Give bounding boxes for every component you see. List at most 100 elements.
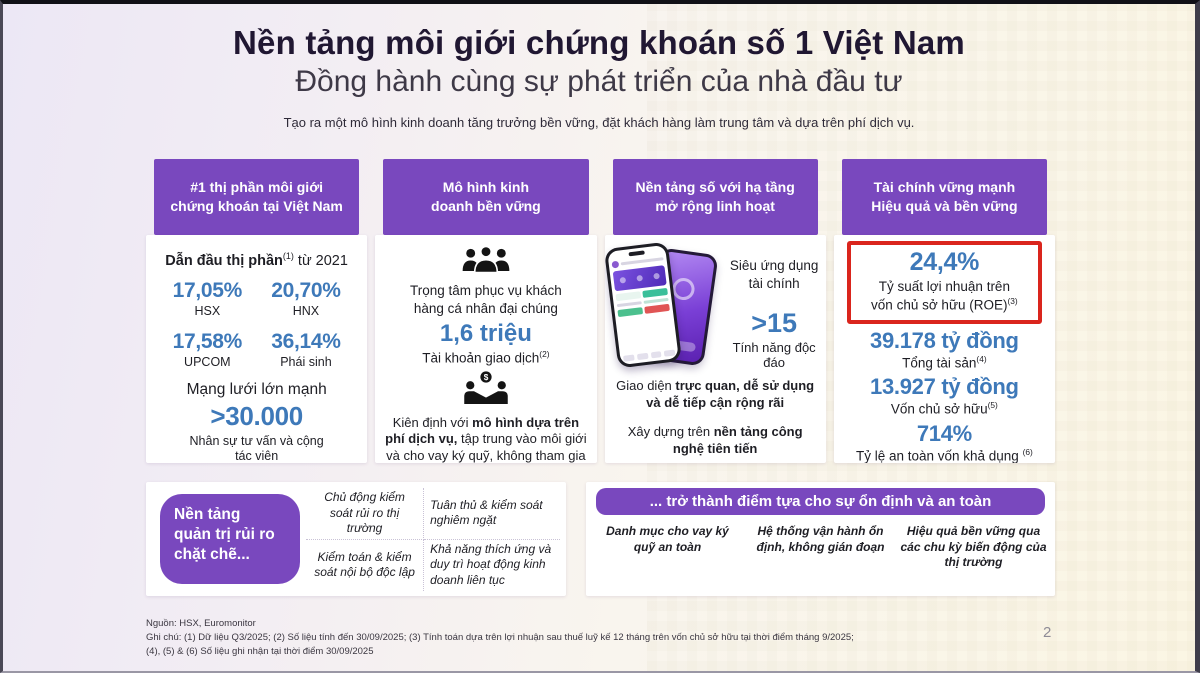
stat-label-text: Tỷ lệ an toàn vốn khả dụng <box>855 448 1023 463</box>
stat-value: 13.927 tỷ đồng <box>870 374 1019 400</box>
tech-paragraph: Xây dựng trên nền tảng công nghệ tiên ti… <box>605 424 826 458</box>
stat-value: 36,14% <box>271 329 341 353</box>
para-prefix: Kiên định với <box>392 414 473 430</box>
risk-management-card: Nền tảng quản trị rủi ro chặt chẽ... Chủ… <box>146 482 566 596</box>
column-header: Tài chính vững mạnh Hiệu quả và bền vững <box>841 159 1047 235</box>
stat-label: HNX <box>292 303 320 318</box>
stat-value: 20,70% <box>271 278 341 302</box>
roe-label: Tỷ suất lợi nhuận trên vốn chủ sở hữu (RO… <box>853 278 1036 314</box>
footnote-marker: (1) <box>282 251 294 261</box>
footnote-marker: (3) <box>1007 295 1018 306</box>
ui-paragraph: Giao diện trực quan, dễ sử dụng và dễ ti… <box>605 378 826 412</box>
footnote-marker: (6) <box>1022 446 1033 457</box>
accounts-label: Tài khoản giao dịch(2) <box>375 349 596 366</box>
stat-label: Vốn chủ sở hữu(5) <box>834 400 1055 417</box>
handshake-dollar-icon: $ <box>375 370 596 409</box>
features-label: Tính năng độc đáo <box>732 340 816 371</box>
stat-label: Tỷ lệ an toàn vốn khả dụng (6) <box>834 447 1055 463</box>
column-business-model: Mô hình kinh doanh bền vững T <box>375 159 597 463</box>
footnote-marker: (5) <box>987 400 998 411</box>
phone-front-screen <box>606 244 679 366</box>
text-placeholder <box>620 257 664 266</box>
stat-label: Tổng tài sản(4) <box>834 354 1055 371</box>
roe-label-line1: Tỷ suất lợi nhuận trên <box>878 279 1010 294</box>
column-financials: Tài chính vững mạnh Hiệu quả và bền vững… <box>833 159 1055 463</box>
lead-bold: Dẫn đầu thị phần <box>165 252 283 269</box>
stat-hnx: 20,70% HNX <box>257 279 356 318</box>
note-line-2: (4), (5) & (6) Số liệu ghi nhận tại thời… <box>146 645 374 657</box>
stat-label-text: Tổng tài sản <box>902 355 977 371</box>
app-showcase: Siêu ứng dụng tài chính >15 Tính năng độ… <box>604 241 826 373</box>
column-digital-platform: Nền tảng số với hạ tầng mở rộng linh hoạ… <box>604 159 826 463</box>
risk-item: Khả năng thích ứng và duy trì hoạt động … <box>430 541 552 587</box>
footnote-marker: (4) <box>976 353 987 364</box>
roe-label-line2: vốn chủ sở hữu (ROE) <box>871 297 1008 313</box>
super-app-caption: Siêu ứng dụng tài chính <box>729 258 819 291</box>
stat-equity: 13.927 tỷ đồng Vốn chủ sở hữu(5) <box>834 374 1055 417</box>
source-note: Nguồn: HSX, Euromonitor <box>146 618 256 629</box>
stability-item: Hiệu quả bền vững qua các chu kỳ biến độ… <box>900 524 1047 570</box>
stat-label-text: Vốn chủ sở hữu <box>890 401 988 417</box>
column-body: Dẫn đầu thị phần(1) từ 2021 17,05% HSX 2… <box>146 235 368 463</box>
stat-hsx: 17,05% HSX <box>158 279 257 318</box>
network-value: >30.000 <box>210 400 303 431</box>
stability-banner: ... trở thành điểm tựa cho sự ổn định và… <box>596 488 1045 515</box>
features-value: >15 <box>751 308 798 339</box>
people-group-icon <box>375 245 596 280</box>
app-stats: Siêu ứng dụng tài chính >15 Tính năng độ… <box>729 243 826 373</box>
risk-title-box: Nền tảng quản trị rủi ro chặt chẽ... <box>160 494 300 584</box>
svg-text:$: $ <box>484 373 489 382</box>
network-label: Nhân sự tư vấn và cộng tác viên <box>189 433 324 463</box>
phone-mockups-image <box>604 241 729 373</box>
column-market-share: #1 thị phần môi giới chứng khoán tại Việ… <box>146 159 368 463</box>
stat-value: 714% <box>916 420 972 446</box>
accounts-label-text: Tài khoản giao dịch <box>422 350 540 366</box>
fee-model-paragraph: Kiên định với mô hình dựa trên phí dịch … <box>375 415 596 463</box>
phone-notch <box>627 250 645 257</box>
app-banner <box>612 265 667 292</box>
market-share-stats: 17,05% HSX 20,70% HNX 17,58% UPCOM 36,14… <box>158 279 355 369</box>
stat-value: 17,58% <box>172 329 243 353</box>
stat-derivatives: 36,14% Phái sinh <box>257 330 356 369</box>
column-body: Siêu ứng dụng tài chính >15 Tính năng độ… <box>604 235 826 463</box>
stat-label: HSX <box>194 303 221 318</box>
chip <box>614 291 641 302</box>
sell-button-chip <box>643 303 670 314</box>
risk-item: Kiểm toán & kiểm soát nội bộ độc lập <box>306 539 425 591</box>
accounts-value: 1,6 triệu <box>439 320 532 348</box>
avatar <box>610 260 619 269</box>
stability-card: ... trở thành điểm tựa cho sự ổn định và… <box>586 482 1055 596</box>
risk-items-grid: Chủ động kiểm soát rủi ro thị trường Tuâ… <box>306 488 560 591</box>
stability-item: Danh mục cho vay ký quỹ an toàn <box>606 524 729 554</box>
app-nav-bar <box>622 349 675 362</box>
slide-tagline: Tạo ra một mô hình kinh doanh tăng trưởn… <box>283 115 915 130</box>
para-prefix: Giao diện <box>616 378 676 393</box>
risk-item: Chủ động kiểm soát rủi ro thị trường <box>306 488 425 540</box>
buy-button-chip <box>616 307 643 318</box>
stat-value: 39.178 tỷ đồng <box>870 327 1019 353</box>
market-share-lead: Dẫn đầu thị phần(1) từ 2021 <box>146 251 367 269</box>
roe-value: 24,4% <box>909 248 980 276</box>
slide-subtitle: Đồng hành cùng sự phát triển của nhà đầu… <box>295 65 903 98</box>
page-number: 2 <box>1043 624 1052 641</box>
stat-value: 17,05% <box>172 278 243 302</box>
title-block: Nền tảng môi giới chứng khoán số 1 Việt … <box>3 24 1195 130</box>
column-header: #1 thị phần môi giới chứng khoán tại Việ… <box>154 159 360 235</box>
stat-capital-adequacy: 714% Tỷ lệ an toàn vốn khả dụng (6) <box>834 421 1055 463</box>
stat-label: Phái sinh <box>280 354 332 369</box>
roe-highlight-box: 24,4% Tỷ suất lợi nhuận trên vốn chủ sở h… <box>846 241 1042 324</box>
stability-items: Danh mục cho vay ký quỹ an toàn Hệ thống… <box>586 524 1055 571</box>
note-line-1: Ghi chú: (1) Dữ liệu Q3/2025; (2) Số liệ… <box>146 631 854 643</box>
footnotes: Nguồn: HSX, Euromonitor Ghi chú: (1) Dữ … <box>146 617 854 658</box>
lead-rest: từ 2021 <box>293 252 348 269</box>
para-bold: mô hình dựa trên phí dịch vụ, <box>385 414 580 447</box>
column-body: 24,4% Tỷ suất lợi nhuận trên vốn chủ sở h… <box>833 235 1055 463</box>
risk-item: Tuân thủ & kiểm soát nghiêm ngặt <box>424 488 560 540</box>
column-body: Trọng tâm phục vụ khách hàng cá nhân đại… <box>375 235 597 463</box>
para-bold: nền tảng công nghệ tiên tiến <box>672 423 803 456</box>
network-title: Mạng lưới lớn mạnh <box>186 380 327 398</box>
para-prefix: Xây dựng trên <box>627 423 714 439</box>
para-suffix: tập trung vào môi giới và cho vay ký quỹ… <box>386 431 587 463</box>
footnote-marker: (2) <box>539 349 550 360</box>
